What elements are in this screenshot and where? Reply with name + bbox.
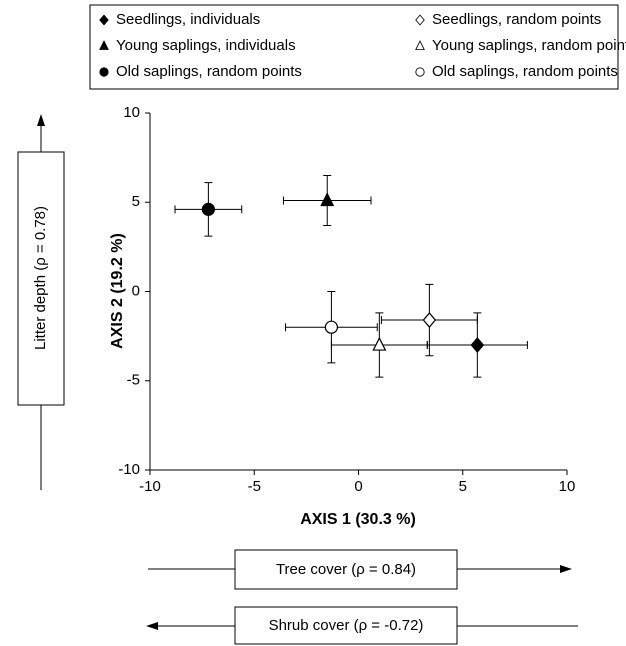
arrow-head [37, 114, 45, 126]
x-tick-label: -10 [139, 478, 161, 495]
marker [470, 337, 485, 353]
marker [324, 320, 338, 334]
legend-marker [99, 14, 109, 26]
x-axis-label: AXIS 1 (30.3 %) [300, 511, 416, 528]
y-tick-label: 0 [132, 282, 140, 299]
annotation: Tree cover (ρ = 0.84) [276, 561, 416, 578]
annotation-box [234, 606, 458, 645]
legend-label: Old saplings, random points [116, 63, 302, 80]
marker [372, 336, 387, 351]
x-tick-label: 0 [354, 478, 362, 495]
legend-marker [99, 67, 109, 77]
legend-marker [415, 14, 425, 26]
y-tick-label: 10 [123, 104, 140, 121]
marker [201, 202, 215, 216]
y-tick-label: -5 [127, 372, 140, 389]
legend-label: Young saplings, individuals [116, 37, 296, 54]
legend-marker [99, 40, 109, 50]
annotation: Litter depth (ρ = 0.78) [32, 206, 49, 350]
y-tick-label: -10 [118, 461, 140, 478]
x-tick-label: 10 [559, 478, 576, 495]
legend-label: Young saplings, random points [432, 37, 626, 54]
legend-label: Seedlings, random points [432, 11, 601, 28]
legend-marker [415, 67, 425, 77]
legend-marker [415, 40, 425, 50]
y-tick-label: 5 [132, 193, 140, 210]
legend-box [89, 4, 619, 90]
annotation: Shrub cover (ρ = -0.72) [269, 617, 424, 634]
arrow-head [146, 622, 158, 630]
marker [422, 312, 437, 328]
arrow-head [560, 565, 572, 573]
annotation-box [234, 549, 458, 590]
legend-label: Old saplings, random points [432, 63, 618, 80]
annotation-box [17, 151, 65, 406]
x-tick-label: 5 [459, 478, 467, 495]
y-axis-label: AXIS 2 (19.2 %) [109, 233, 126, 349]
legend-label: Seedlings, individuals [116, 11, 260, 28]
marker [320, 192, 335, 207]
x-tick-label: -5 [248, 478, 261, 495]
